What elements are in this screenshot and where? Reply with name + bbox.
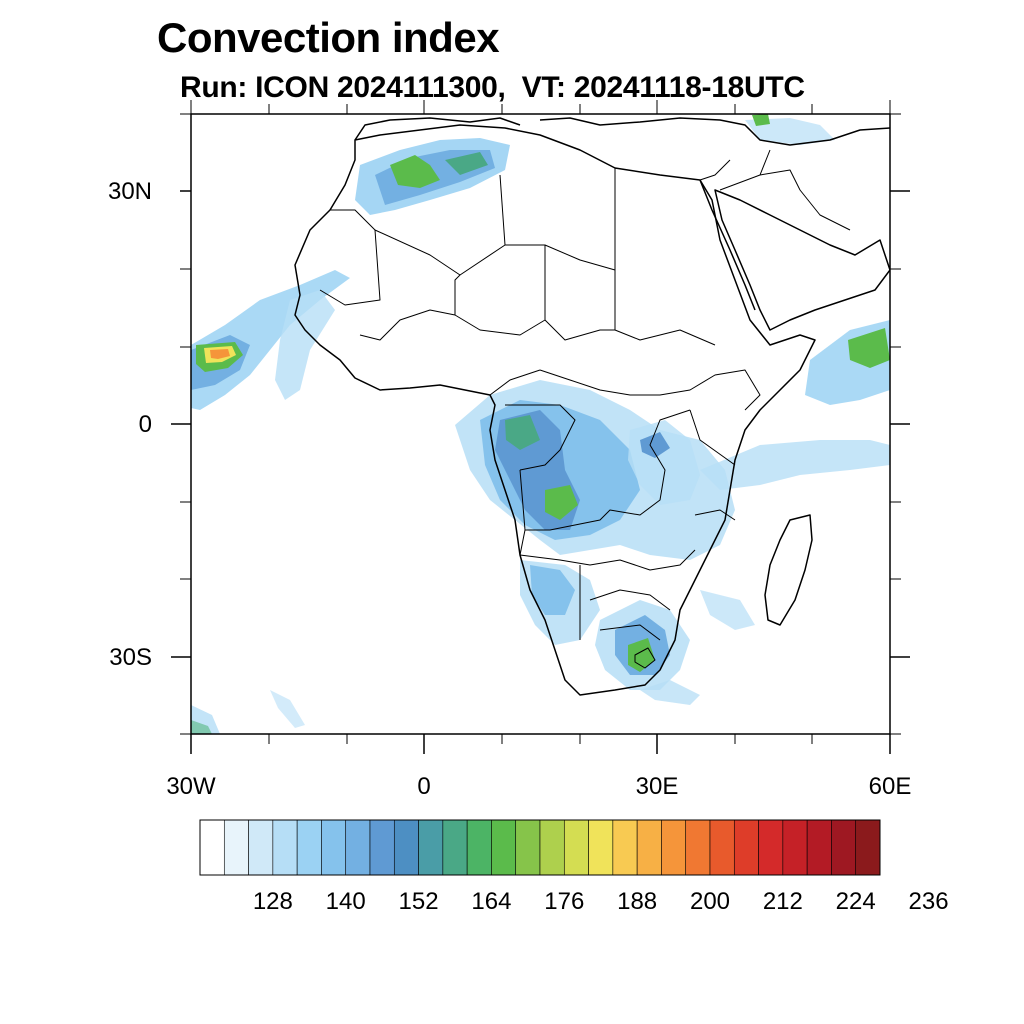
colorbar-swatch: [223, 819, 249, 876]
colorbar-swatch: [636, 819, 662, 876]
convection-angola-green: [545, 485, 578, 520]
border-9: [519, 529, 696, 571]
colorbar-swatch: [661, 819, 687, 876]
border-11: [689, 409, 736, 521]
lat-ticks: [171, 113, 910, 735]
convection-middle-east: [745, 118, 835, 145]
chart-title: Convection index: [157, 14, 500, 61]
lon-label-0: 0: [417, 773, 431, 800]
border-6: [539, 369, 761, 411]
border-10: [579, 565, 671, 641]
chart-subtitle: Run: ICON 2024111300, VT: 20241118-18UTC: [180, 71, 805, 104]
convection-south-atlantic-streak: [270, 690, 305, 728]
border-3: [499, 168, 716, 346]
convection-med-east: [752, 114, 770, 126]
lesotho: [634, 647, 656, 669]
colorbar-swatch: [563, 819, 589, 876]
colorbar-tick-label: 128: [252, 888, 293, 915]
convection-sw-atlantic-light: [191, 705, 220, 734]
convection-south-africa-tail: [640, 680, 700, 705]
colorbar-swatch: [199, 819, 225, 876]
convection-sahel-west: [275, 290, 335, 400]
convection-atlantic-west-orange: [210, 349, 230, 359]
border-7: [489, 369, 576, 471]
colorbar-swatch: [782, 819, 808, 876]
lat-label-30n: 30N: [107, 178, 152, 205]
colorbar-tick-label: 200: [689, 888, 731, 915]
convection-field: [191, 114, 890, 734]
convection-namibia-core: [530, 565, 575, 615]
coastlines: [294, 117, 890, 696]
colorbar-tick-label: 236: [908, 888, 949, 915]
colorbar-swatch: [515, 819, 541, 876]
colorbar-tick-label: 176: [544, 888, 585, 915]
europe-coast: [354, 117, 890, 146]
colorbar-swatch: [831, 819, 857, 876]
convection-south-africa-green: [628, 638, 655, 672]
colorbar-swatch: [466, 819, 492, 876]
convection-morocco-green: [390, 155, 440, 188]
colorbar-swatch: [855, 819, 881, 876]
lon-label-30w: 30W: [166, 773, 216, 800]
convection-atlantic-west: [191, 270, 350, 410]
country-borders: [319, 149, 851, 669]
arabian-peninsula: [714, 189, 890, 331]
colorbar-swatch: [345, 819, 371, 876]
convection-congo-green: [505, 415, 540, 450]
colorbar-swatch: [321, 819, 347, 876]
colorbar-tick-label: 224: [835, 888, 876, 915]
colorbar-swatch: [418, 819, 444, 876]
colorbar-swatch: [539, 819, 565, 876]
colorbar: [199, 819, 881, 876]
colorbar-swatch: [612, 819, 638, 876]
map-frame: [171, 100, 910, 754]
colorbar-tick-label: 164: [471, 888, 512, 915]
colorbar-swatch: [272, 819, 298, 876]
convection-lake-victoria: [640, 432, 670, 458]
lon-ticks: [190, 100, 891, 754]
colorbar-tick-label: 140: [325, 888, 366, 915]
colorbar-swatch: [491, 819, 517, 876]
madagascar: [764, 514, 813, 626]
middle-east-borders: [699, 149, 851, 231]
colorbar-swatch: [442, 819, 468, 876]
border-1: [319, 209, 381, 306]
africa-coastline: [294, 124, 816, 696]
colorbar-outline: [199, 819, 881, 876]
lon-label-60e: 60E: [868, 773, 912, 800]
convection-arabian-sea-core: [848, 328, 890, 368]
colorbar-tick-label: 188: [617, 888, 658, 915]
colorbar-swatch: [733, 819, 759, 876]
border-8: [519, 409, 691, 531]
convection-indian-ocean: [700, 440, 890, 490]
colorbar-swatch: [685, 819, 711, 876]
border-2: [374, 229, 616, 276]
colorbar-swatch: [758, 819, 784, 876]
lat-label-30s: 30S: [109, 644, 152, 671]
lon-label-30e: 30E: [635, 773, 679, 800]
border-4: [359, 245, 546, 341]
colorbar-tick-label: 152: [398, 888, 439, 915]
colorbar-swatch: [806, 819, 832, 876]
border-5: [454, 274, 615, 341]
red-sea: [699, 179, 756, 311]
lat-label-0: 0: [138, 411, 152, 438]
colorbar-tick-label: 212: [762, 888, 803, 915]
colorbar-swatch: [393, 819, 419, 876]
colorbar-swatch: [296, 819, 322, 876]
convection-morocco-green-2: [445, 152, 488, 175]
colorbar-swatch: [709, 819, 735, 876]
colorbar-swatch: [588, 819, 614, 876]
colorbar-swatch: [248, 819, 274, 876]
colorbar-swatch: [369, 819, 395, 876]
convection-madagascar-south: [700, 590, 755, 630]
